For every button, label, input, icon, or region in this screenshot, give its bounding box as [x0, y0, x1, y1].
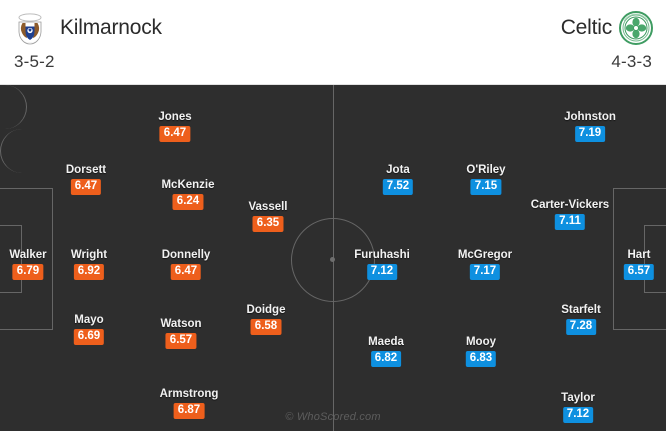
player-name: Watson: [160, 318, 202, 330]
player-rating-badge: 7.15: [470, 179, 502, 195]
player-name: Starfelt: [561, 304, 601, 316]
player-name: Taylor: [561, 392, 595, 404]
player-name: Mayo: [74, 314, 104, 326]
center-spot: [330, 257, 335, 262]
player-marker[interactable]: Jota 7.52: [382, 163, 414, 195]
celtic-crest-icon: [618, 10, 654, 46]
player-name: McKenzie: [161, 179, 215, 191]
player-name: Donnelly: [161, 249, 211, 261]
player-marker[interactable]: Dorsett 6.47: [66, 163, 106, 195]
home-team-header[interactable]: Kilmarnock: [12, 10, 162, 46]
player-rating-badge: 7.28: [565, 319, 597, 335]
pitch: Walker 6.79 Dorsett 6.47 Wright 6.92 Mayo 6.69 J…: [0, 85, 666, 431]
penalty-arc-right: [0, 129, 27, 173]
player-marker[interactable]: Johnston 7.19: [564, 110, 616, 142]
away-team-formation: 4-3-3: [611, 52, 652, 71]
player-name: Wright: [70, 249, 108, 261]
match-header: Kilmarnock Celtic: [0, 0, 666, 85]
player-rating-badge: 6.79: [12, 264, 44, 280]
player-rating-badge: 7.12: [562, 407, 594, 423]
away-team-header[interactable]: Celtic: [561, 10, 654, 46]
player-rating-badge: 7.11: [555, 214, 585, 230]
player-name: McGregor: [457, 249, 513, 261]
home-team-formation: 3-5-2: [14, 52, 55, 71]
player-rating-badge: 6.57: [165, 333, 197, 349]
player-marker[interactable]: Hart 6.57: [623, 248, 655, 280]
player-rating-badge: 6.35: [252, 216, 284, 232]
player-marker[interactable]: O'Riley 7.15: [466, 163, 506, 195]
player-rating-badge: 7.19: [574, 126, 606, 142]
player-name: O'Riley: [466, 164, 506, 176]
player-name: Maeda: [368, 336, 404, 348]
player-marker[interactable]: Armstrong 6.87: [159, 387, 219, 419]
player-name: Walker: [9, 249, 47, 261]
player-marker[interactable]: Doidge 6.58: [246, 303, 286, 335]
player-rating-badge: 7.17: [469, 264, 501, 280]
player-marker[interactable]: Maeda 6.82: [368, 335, 404, 367]
penalty-box-left: [0, 188, 53, 330]
player-rating-badge: 6.47: [170, 264, 202, 280]
player-marker[interactable]: Furuhashi 7.12: [354, 248, 410, 280]
watermark: © WhoScored.com: [285, 411, 381, 423]
player-marker[interactable]: Vassell 6.35: [248, 200, 288, 232]
player-name: Dorsett: [65, 164, 107, 176]
player-marker[interactable]: Walker 6.79: [9, 248, 47, 280]
player-rating-badge: 6.82: [370, 351, 402, 367]
player-rating-badge: 6.69: [73, 329, 105, 345]
penalty-arc-left: [0, 85, 27, 129]
player-rating-badge: 6.24: [172, 194, 204, 210]
player-rating-badge: 6.57: [623, 264, 655, 280]
penalty-box-right: [613, 188, 666, 330]
player-marker[interactable]: Watson 6.57: [160, 317, 202, 349]
player-name: Jones: [158, 111, 192, 123]
player-name: Jota: [386, 164, 410, 176]
player-marker[interactable]: Donnelly 6.47: [161, 248, 211, 280]
away-team-name: Celtic: [560, 16, 613, 39]
player-name: Hart: [627, 249, 651, 261]
player-marker[interactable]: Wright 6.92: [71, 248, 107, 280]
player-marker[interactable]: McGregor 7.17: [458, 248, 512, 280]
player-rating-badge: 6.83: [465, 351, 497, 367]
player-rating-badge: 7.12: [366, 264, 398, 280]
goal-box-left: [0, 225, 22, 293]
player-marker[interactable]: Mooy 6.83: [465, 335, 497, 367]
player-name: Furuhashi: [354, 249, 410, 261]
home-team-name: Kilmarnock: [60, 16, 162, 39]
center-circle: [291, 218, 375, 302]
player-name: Doidge: [246, 304, 286, 316]
player-marker[interactable]: Jones 6.47: [158, 110, 192, 142]
player-marker[interactable]: Taylor 7.12: [561, 391, 595, 423]
player-rating-badge: 7.52: [382, 179, 414, 195]
player-name: Vassell: [248, 201, 288, 213]
player-rating-badge: 6.87: [173, 403, 205, 419]
goal-box-right: [644, 225, 666, 293]
player-name: Carter-Vickers: [530, 199, 610, 211]
player-marker[interactable]: Mayo 6.69: [73, 313, 105, 345]
player-marker[interactable]: Carter-Vickers 7.11: [531, 198, 609, 230]
kilmarnock-crest-icon: [12, 10, 48, 46]
player-rating-badge: 6.92: [73, 264, 105, 280]
player-name: Johnston: [564, 111, 616, 123]
player-marker[interactable]: McKenzie 6.24: [161, 178, 215, 210]
player-name: Armstrong: [159, 388, 219, 400]
player-rating-badge: 6.58: [250, 319, 282, 335]
player-marker[interactable]: Starfelt 7.28: [561, 303, 601, 335]
player-name: Mooy: [465, 336, 497, 348]
player-rating-badge: 6.47: [70, 179, 102, 195]
player-rating-badge: 6.47: [159, 126, 191, 142]
